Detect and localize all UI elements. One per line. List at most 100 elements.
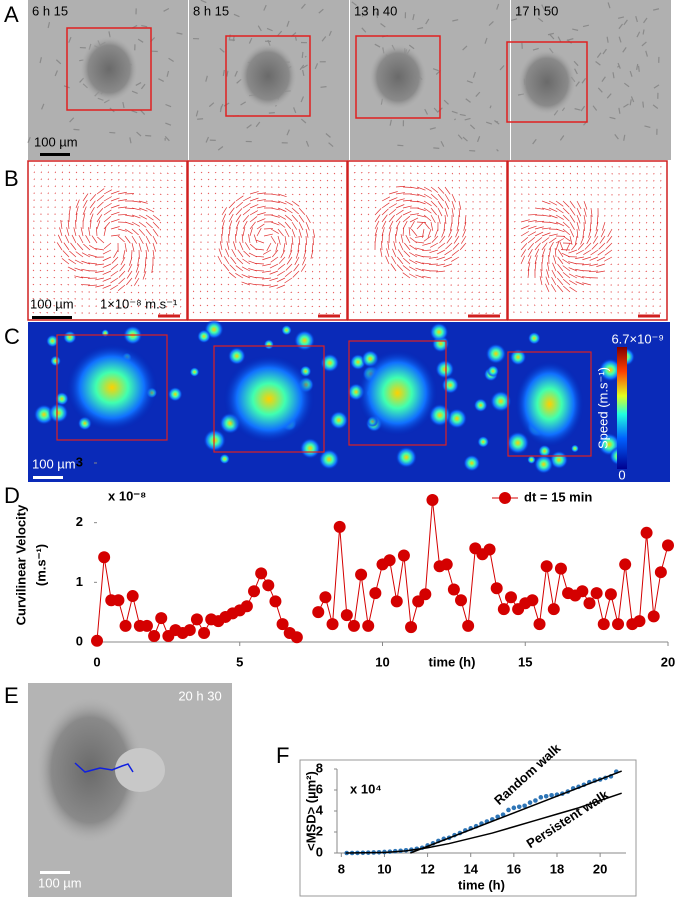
vector <box>360 220 363 223</box>
vector <box>576 172 579 175</box>
vector <box>638 228 641 231</box>
vector <box>652 228 655 231</box>
vector <box>423 186 432 192</box>
vector <box>131 207 141 211</box>
vector <box>563 285 571 293</box>
data-point <box>604 588 617 601</box>
vector <box>333 270 335 273</box>
vector <box>110 270 119 277</box>
vector <box>130 312 133 315</box>
vector <box>277 200 287 205</box>
speed-blob <box>263 339 275 350</box>
vector <box>214 192 217 195</box>
vector <box>137 312 140 315</box>
vector <box>46 276 49 279</box>
vector <box>229 264 237 272</box>
vector <box>75 219 77 230</box>
vector <box>270 228 279 234</box>
speed-blob <box>197 329 211 344</box>
vector <box>638 242 641 245</box>
vector <box>298 193 301 196</box>
vector <box>95 248 105 251</box>
vector <box>569 214 576 223</box>
vector <box>353 227 355 230</box>
vector <box>340 207 342 210</box>
speed-blob <box>429 322 449 342</box>
vector <box>89 178 92 181</box>
vector <box>534 226 544 230</box>
vector <box>395 215 403 223</box>
vector <box>120 256 126 266</box>
vector <box>242 208 251 216</box>
vector <box>74 277 77 279</box>
vector <box>172 312 175 315</box>
vector <box>520 231 529 237</box>
vector <box>387 311 390 314</box>
vector <box>61 192 63 195</box>
vector <box>645 270 648 272</box>
scale-label: 100 µm <box>38 875 82 890</box>
y-axis-label: <MSD> (µm²) <box>303 771 318 851</box>
vector <box>235 186 238 188</box>
vector <box>305 186 308 189</box>
vector <box>416 186 426 191</box>
vector <box>388 220 394 230</box>
vector <box>278 256 286 264</box>
vector <box>596 256 606 262</box>
vector <box>59 227 63 237</box>
x-tick-label: 12 <box>420 861 434 876</box>
vector <box>601 221 606 231</box>
data-point <box>362 619 375 632</box>
vector <box>325 270 328 273</box>
vector <box>373 290 376 293</box>
vector <box>102 284 112 289</box>
vector <box>319 207 322 210</box>
vector <box>95 277 105 281</box>
vector <box>256 192 266 195</box>
vector <box>478 242 481 245</box>
data-point <box>369 587 382 600</box>
vector <box>220 276 223 279</box>
vector <box>660 193 662 196</box>
vector <box>234 297 237 300</box>
vector <box>568 267 578 272</box>
vector <box>600 228 606 238</box>
vector <box>443 221 446 231</box>
vector <box>360 297 362 300</box>
vector <box>652 263 655 266</box>
vector <box>527 231 537 237</box>
vector <box>589 256 599 261</box>
vector <box>305 207 308 210</box>
vector <box>659 242 662 245</box>
vector <box>123 312 126 315</box>
vector <box>444 249 453 256</box>
vector <box>443 256 453 262</box>
vector <box>588 228 592 238</box>
vector <box>659 228 662 231</box>
speed-blob <box>489 390 512 413</box>
vector <box>200 178 203 181</box>
vector <box>199 276 202 279</box>
vector <box>596 263 606 267</box>
vector <box>75 199 80 209</box>
vector <box>138 214 148 220</box>
cell <box>325 133 344 149</box>
vector <box>234 312 237 314</box>
vector <box>520 249 527 258</box>
timestamp: 17 h 50 <box>515 3 558 18</box>
vector <box>103 172 106 174</box>
vector <box>586 235 592 245</box>
vector <box>340 172 343 175</box>
vector <box>569 221 575 230</box>
vector <box>249 221 256 230</box>
vector <box>360 213 363 216</box>
vector <box>110 226 120 230</box>
vector <box>207 262 209 265</box>
vector <box>589 305 592 307</box>
vector <box>479 165 481 168</box>
vector <box>333 165 336 168</box>
vector <box>237 249 244 258</box>
cell <box>133 83 146 99</box>
panel-b: 100 µm 1×10⁻⁸ m.s⁻¹ <box>27 160 668 321</box>
vector <box>173 193 176 196</box>
